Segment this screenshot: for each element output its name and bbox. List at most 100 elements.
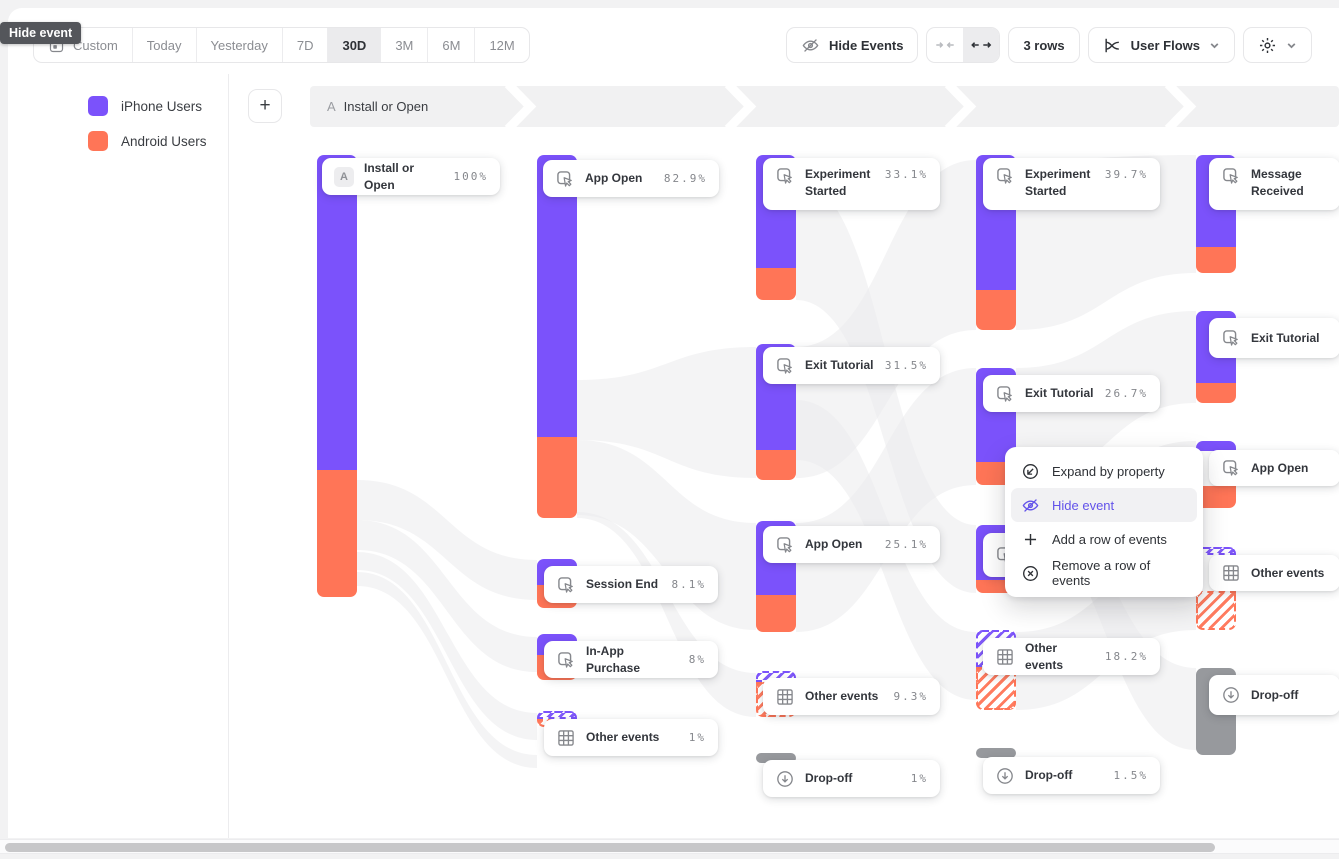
event-icon [775, 535, 795, 555]
date-range-yesterday[interactable]: Yesterday [197, 28, 283, 62]
event-label: Exit Tutorial [1251, 330, 1320, 345]
event-card-other-events[interactable]: Other events 18.2% [983, 638, 1160, 675]
event-card-drop-off[interactable]: Drop-off 1.5% [983, 757, 1160, 794]
grid-icon [775, 687, 795, 707]
event-card-install-or-open[interactable]: A Install or Open 100% [322, 158, 500, 195]
menu-item-label: Hide event [1052, 497, 1115, 513]
flow-bar-android-app-open[interactable] [537, 437, 577, 518]
event-card-app-open[interactable]: App Open 25.1% [763, 526, 940, 563]
date-range-today[interactable]: Today [133, 28, 197, 62]
hide-events-label: Hide Events [829, 37, 904, 53]
event-card-drop-off[interactable]: Drop-off [1209, 675, 1339, 715]
hide-events-button[interactable]: Hide Events [786, 27, 919, 63]
event-label: Drop-off [1251, 687, 1299, 702]
collapse-columns-button[interactable] [927, 28, 963, 62]
user-flows-icon [1103, 36, 1122, 55]
settings-button[interactable] [1243, 27, 1312, 63]
date-range-6m[interactable]: 6M [428, 28, 476, 62]
event-card-exit-tutorial[interactable]: Exit Tutorial 31.5% [763, 347, 940, 384]
flow-bar-android-install-or-open[interactable] [317, 470, 357, 597]
flow-bar-android-experiment-started[interactable] [976, 290, 1016, 330]
event-percentage: 8.1% [671, 578, 706, 591]
date-range-label: Yesterday [210, 37, 268, 53]
event-label: App Open [805, 537, 863, 552]
flow-bar-iphone-install-or-open[interactable] [317, 155, 357, 470]
event-percentage: 33.1% [884, 168, 928, 181]
step-letter: A [327, 99, 336, 114]
event-card-other-events[interactable]: Other events 9.3% [763, 678, 940, 715]
event-card-app-open[interactable]: App Open [1209, 450, 1339, 486]
flow-steps-band[interactable]: A Install or Open [310, 80, 1339, 133]
expand-arrows-icon [970, 34, 992, 56]
event-card-message-received[interactable]: Message Received [1209, 158, 1339, 210]
chevron-down-icon [1286, 40, 1297, 51]
event-icon [556, 575, 576, 595]
scrollbar-thumb[interactable] [5, 843, 1215, 852]
event-label: Other events [586, 730, 660, 745]
flow-bar-android-exit-tutorial[interactable] [756, 450, 796, 480]
event-card-drop-off[interactable]: Drop-off 1% [763, 760, 940, 797]
menu-item-add-a-row-of-events[interactable]: Add a row of events [1011, 522, 1197, 556]
chart-type-button[interactable]: User Flows [1087, 27, 1235, 63]
flow-bar-iphone-app-open[interactable] [537, 155, 577, 437]
event-card-in-app-purchase[interactable]: In-App Purchase 8% [544, 641, 718, 678]
dropoff-icon [1221, 685, 1241, 705]
expand-property-icon [1021, 462, 1040, 481]
flow-bar-android-message-received[interactable] [1196, 247, 1236, 273]
event-card-experiment-started[interactable]: Experiment Started 33.1% [763, 158, 940, 210]
event-icon [1221, 166, 1241, 186]
flow-bar-android-experiment-started[interactable] [756, 268, 796, 300]
event-label: Drop-off [805, 771, 853, 786]
legend-item-android-users[interactable]: Android Users [88, 131, 207, 151]
date-range-12m[interactable]: 12M [475, 28, 528, 62]
event-card-exit-tutorial[interactable]: Exit Tutorial 26.7% [983, 375, 1160, 412]
flow-bar-iphone-app-open[interactable] [1196, 441, 1236, 451]
legend-item-iphone-users[interactable]: iPhone Users [88, 96, 207, 116]
date-range-7d[interactable]: 7D [283, 28, 329, 62]
date-range-30d[interactable]: 30D [328, 28, 382, 62]
event-label: Experiment Started [805, 167, 871, 198]
menu-item-hide-event[interactable]: Hide event [1011, 488, 1197, 522]
horizontal-scrollbar[interactable] [0, 839, 1339, 854]
eye-off-icon [801, 36, 820, 55]
event-percentage: 31.5% [884, 359, 928, 372]
flow-bar-iphone-other-events[interactable] [537, 711, 577, 719]
flow-bar-dropoff-drop-off[interactable] [756, 753, 796, 763]
event-label: Message Received [1251, 167, 1304, 198]
event-card-app-open[interactable]: App Open 82.9% [543, 160, 719, 197]
add-step-button[interactable]: + [248, 89, 282, 123]
menu-item-remove-a-row-of-events[interactable]: Remove a row of events [1011, 556, 1197, 590]
date-range-3m[interactable]: 3M [381, 28, 429, 62]
chart-type-label: User Flows [1130, 37, 1200, 53]
rows-label: 3 rows [1023, 37, 1065, 53]
event-card-other-events[interactable]: Other events 1% [544, 719, 718, 756]
event-percentage: 25.1% [884, 538, 928, 551]
toolbar-right: Hide Events 3 rows User Flows [786, 27, 1312, 63]
grid-icon [995, 647, 1015, 667]
event-label: Exit Tutorial [1025, 386, 1094, 401]
chevron-down-icon [1209, 40, 1220, 51]
step-a-label[interactable]: A Install or Open [327, 86, 428, 127]
hide-event-tooltip: Hide event [0, 22, 82, 44]
rows-button[interactable]: 3 rows [1008, 27, 1080, 63]
menu-item-expand-by-property[interactable]: Expand by property [1011, 454, 1197, 488]
flow-bar-dropoff-drop-off[interactable] [976, 748, 1016, 758]
flow-bar-android-app-open[interactable] [756, 595, 796, 632]
flow-bar-android-exit-tutorial[interactable] [1196, 383, 1236, 403]
event-icon [995, 384, 1015, 404]
event-card-other-events[interactable]: Other events [1209, 555, 1339, 591]
flow-bar-android-other-events[interactable] [1196, 591, 1236, 630]
series-legend: iPhone Users Android Users [88, 96, 207, 151]
event-percentage: 18.2% [1104, 650, 1148, 663]
event-card-experiment-started[interactable]: Experiment Started 39.7% [983, 158, 1160, 210]
event-card-exit-tutorial[interactable]: Exit Tutorial [1209, 318, 1339, 358]
event-card-session-end[interactable]: Session End 8.1% [544, 566, 718, 603]
flow-bar-android-app-open[interactable] [1196, 486, 1236, 508]
event-label: Session End [586, 577, 659, 592]
legend-label: iPhone Users [121, 98, 203, 114]
event-label: Other events [805, 689, 879, 704]
spacing-toggle [926, 27, 1001, 63]
grid-icon [1221, 563, 1241, 583]
date-range-label: 7D [296, 37, 314, 53]
expand-columns-button[interactable] [963, 28, 1000, 62]
